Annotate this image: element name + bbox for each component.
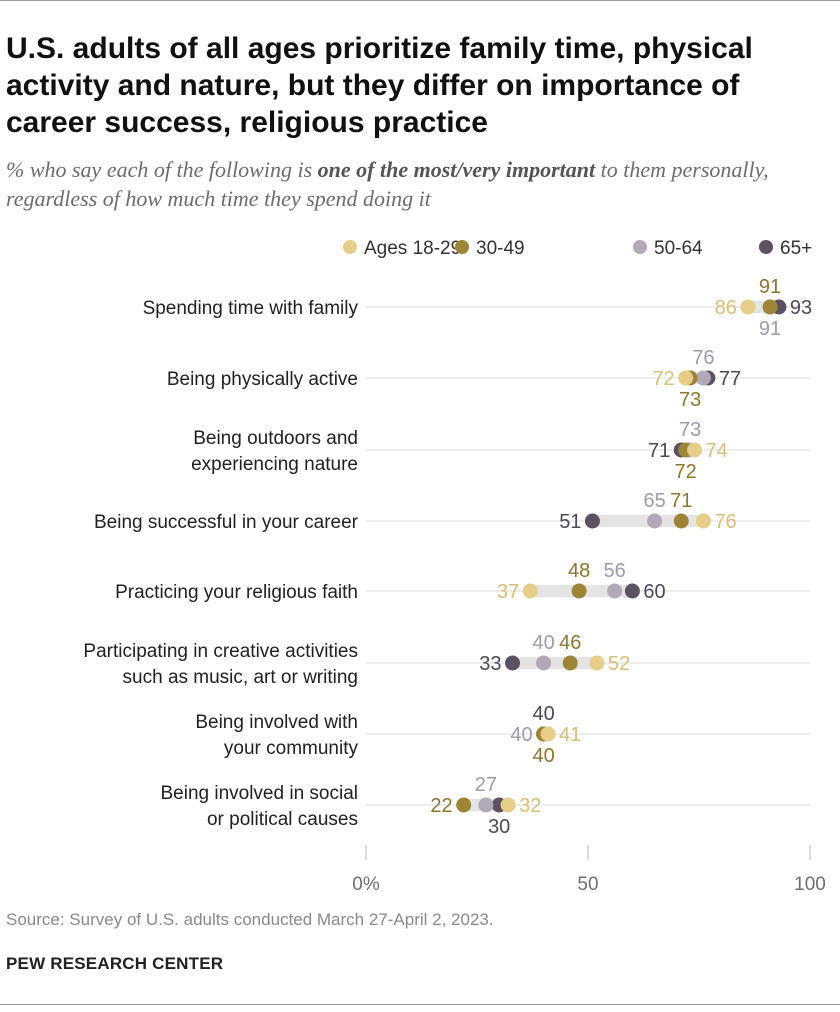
- dot-30-49: [562, 655, 578, 671]
- value-label-50-64: 65: [643, 490, 665, 512]
- category-label: Being involved with: [195, 712, 358, 733]
- value-label-50-64: 40: [510, 724, 532, 746]
- dot-ages-18-29: [695, 513, 711, 529]
- dot-65: [584, 513, 600, 529]
- dot-ages-18-29: [740, 299, 756, 315]
- subtitle-emphasis: one of the most/very important: [317, 157, 596, 182]
- legend-marker-ages-18-29: [343, 240, 357, 254]
- value-label-65: 77: [719, 368, 741, 390]
- category-label: experiencing nature: [191, 454, 358, 475]
- category-label: such as music, art or writing: [123, 667, 358, 688]
- value-label-30-49: 73: [679, 389, 701, 411]
- legend-marker-50-64: [633, 240, 647, 254]
- dot-ages-18-29: [522, 583, 538, 599]
- chart-grid: [365, 845, 811, 860]
- row-being-involved-in-social-or-political-ca: Being involved in social or political cau…: [160, 774, 810, 838]
- subtitle-text-end: to them personally, regardless of how mu…: [6, 157, 769, 211]
- value-label-50-64: 27: [475, 774, 497, 796]
- dot-ages-18-29: [589, 655, 605, 671]
- value-label-ages-18-29: 86: [715, 297, 737, 319]
- value-label-30-49: 22: [430, 795, 452, 817]
- legend-label-ages-18-29: Ages 18-29: [364, 238, 461, 259]
- dot-ages-18-29: [678, 370, 694, 386]
- value-label-ages-18-29: 37: [497, 581, 519, 603]
- value-label-50-64: 40: [532, 632, 554, 654]
- value-label-65: 51: [559, 511, 581, 533]
- value-label-30-49: 40: [532, 745, 554, 767]
- dot-50-64: [478, 797, 494, 813]
- x-tick-label-0: 0%: [352, 874, 380, 895]
- chart-title: U.S. adults of all ages prioritize famil…: [6, 32, 753, 139]
- category-label: or political causes: [207, 809, 358, 830]
- value-label-65: 33: [479, 653, 501, 675]
- category-label: Spending time with family: [143, 298, 359, 319]
- chart-rows: Spending time with family 86 91 91 93 Being p…: [83, 276, 812, 838]
- value-label-30-49: 48: [568, 560, 590, 582]
- subtitle-text-start: % who say each of the following is: [6, 157, 318, 182]
- category-label: your community: [224, 738, 359, 759]
- dot-ages-18-29: [540, 726, 556, 742]
- legend-label-65: 65+: [780, 238, 812, 259]
- dot-50-64: [536, 655, 552, 671]
- category-label: Being involved in social: [160, 783, 358, 804]
- dot-65: [624, 583, 640, 599]
- value-label-ages-18-29: 52: [608, 653, 630, 675]
- value-label-30-49: 91: [759, 276, 781, 298]
- legend-marker-30-49: [455, 240, 469, 254]
- dot-plot-chart: Ages 18-29 30-49 50-64 65+ Spending time wi…: [83, 238, 826, 895]
- row-participating-in-creative-activities-suc: Participating in creative activities such…: [83, 632, 810, 688]
- dot-50-64: [607, 583, 623, 599]
- value-label-65: 71: [648, 440, 670, 462]
- range-band: [512, 657, 597, 669]
- value-label-30-49: 72: [675, 461, 697, 483]
- dot-ages-18-29: [687, 442, 703, 458]
- top-rule: [0, 0, 840, 1]
- value-label-65: 93: [790, 297, 812, 319]
- x-tick-label-50: 50: [577, 874, 598, 895]
- x-axis: 0% 50 100: [352, 874, 826, 895]
- legend-marker-65: [759, 240, 773, 254]
- dot-30-49: [673, 513, 689, 529]
- dot-30-49: [762, 299, 778, 315]
- value-label-ages-18-29: 72: [652, 368, 674, 390]
- category-label: Being physically active: [167, 369, 358, 390]
- value-label-50-64: 91: [759, 318, 781, 340]
- brand-logo-text: PEW RESEARCH CENTER: [6, 954, 224, 973]
- dot-30-49: [571, 583, 587, 599]
- value-label-50-64: 73: [679, 419, 701, 441]
- legend-label-50-64: 50-64: [654, 238, 703, 259]
- dot-30-49: [456, 797, 472, 813]
- category-label: Participating in creative activities: [83, 641, 358, 662]
- value-label-ages-18-29: 32: [519, 795, 541, 817]
- category-label: Practicing your religious faith: [115, 582, 358, 603]
- value-label-65: 60: [643, 581, 665, 603]
- category-label: Being successful in your career: [94, 512, 359, 533]
- dot-ages-18-29: [500, 797, 516, 813]
- value-label-50-64: 76: [692, 347, 714, 369]
- value-label-ages-18-29: 74: [706, 440, 728, 462]
- bottom-rule: [0, 1004, 840, 1005]
- value-label-65: 30: [488, 816, 510, 838]
- chart-legend: Ages 18-29 30-49 50-64 65+: [343, 238, 812, 259]
- category-label: Being outdoors and: [193, 428, 358, 449]
- value-label-50-64: 56: [604, 560, 626, 582]
- value-label-ages-18-29: 41: [559, 724, 581, 746]
- row-practicing-your-religious-faith: Practicing your religious faith 37 48 56 60: [115, 560, 810, 603]
- source-note: Source: Survey of U.S. adults conducted …: [6, 910, 494, 929]
- legend-label-30-49: 30-49: [476, 238, 525, 259]
- value-label-ages-18-29: 76: [714, 511, 736, 533]
- x-tick-label-100: 100: [794, 874, 826, 895]
- value-label-30-49: 46: [559, 632, 581, 654]
- value-label-65: 40: [532, 703, 554, 725]
- dot-50-64: [695, 370, 711, 386]
- row-spending-time-with-family: Spending time with family 86 91 91 93: [143, 276, 813, 340]
- dot-50-64: [647, 513, 663, 529]
- dot-65: [505, 655, 521, 671]
- value-label-30-49: 71: [670, 490, 692, 512]
- chart-subtitle: % who say each of the following is one o…: [6, 155, 826, 213]
